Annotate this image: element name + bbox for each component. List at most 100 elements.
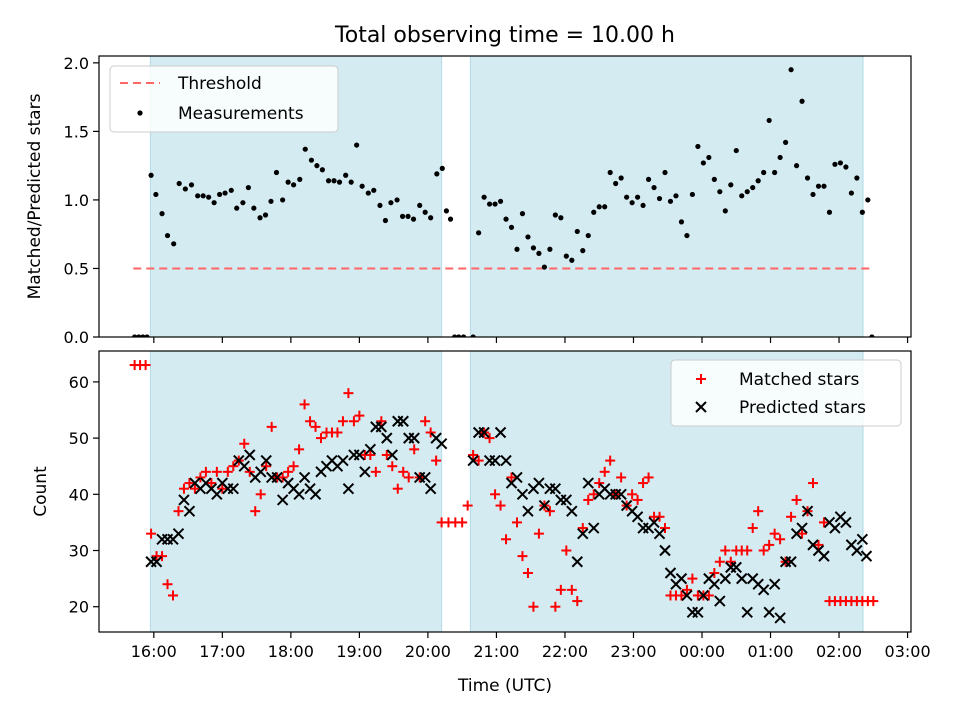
predicted-star-point — [375, 421, 388, 433]
measurement-point — [336, 179, 343, 185]
measurement-point — [382, 217, 389, 224]
predicted-star-point — [741, 606, 753, 619]
matched-star-point — [343, 388, 354, 399]
measurement-point — [804, 175, 811, 181]
predicted-star-point — [522, 505, 534, 517]
matched-star-point — [654, 511, 665, 522]
measurement-point — [596, 204, 602, 210]
measurement-point — [148, 172, 154, 178]
matched-star-point — [594, 478, 605, 489]
y-tick-label: 2.0 — [64, 54, 89, 73]
x-tick-label: 21:00 — [473, 642, 519, 661]
predicted-star-point — [648, 516, 660, 529]
predicted-star-point — [353, 449, 366, 461]
matched-star-point — [468, 449, 479, 460]
measurement-point — [728, 182, 734, 188]
measurement-point — [492, 201, 498, 207]
measurement-point — [405, 213, 411, 219]
matched-star-point — [200, 466, 211, 477]
measurement-point — [273, 169, 280, 176]
matched-star-point — [398, 466, 409, 477]
measurement-point — [711, 176, 717, 182]
matched-star-point — [577, 523, 588, 534]
measurement-point — [410, 216, 417, 222]
y-axis-label: Matched/Predicted stars — [25, 93, 45, 299]
matched-star-point — [561, 545, 572, 556]
measurement-point — [164, 232, 171, 239]
measurement-point — [348, 179, 354, 185]
measurement-point — [422, 209, 428, 215]
predicted-star-point — [577, 527, 589, 540]
measurement-point — [428, 215, 434, 221]
measurement-point — [285, 179, 291, 185]
predicted-star-point — [757, 584, 770, 596]
measurement-point — [569, 257, 575, 263]
matched-star-point — [250, 506, 261, 517]
predicted-star-point — [588, 522, 600, 534]
matched-star-point — [490, 489, 501, 500]
matched-star-point — [501, 534, 512, 545]
measurement-point — [859, 209, 865, 215]
measurement-point — [558, 215, 564, 221]
matched-star-point — [173, 506, 184, 517]
matched-star-point — [522, 567, 533, 578]
predicted-star-point — [538, 499, 551, 512]
measurement-point — [377, 202, 383, 209]
matched-star-point — [239, 438, 250, 449]
measurement-point — [777, 154, 783, 161]
measurement-point — [772, 169, 778, 176]
predicted-star-point — [408, 432, 420, 444]
matched-star-point — [714, 556, 725, 567]
matched-star-point — [632, 494, 643, 505]
measurement-point — [552, 212, 558, 218]
predicted-star-point — [664, 567, 677, 579]
predicted-star-point — [730, 561, 742, 574]
measurement-point — [530, 245, 537, 251]
predicted-star-point — [714, 595, 726, 607]
measurement-point — [297, 176, 303, 182]
measurement-point — [837, 160, 844, 166]
matched-star-point — [140, 360, 151, 371]
measurement-point — [132, 334, 138, 337]
x-tick-label: 23:00 — [610, 642, 656, 661]
legend-box — [670, 359, 902, 427]
matched-star-point — [403, 472, 414, 483]
measurement-point — [217, 191, 223, 198]
measurement-point — [140, 334, 146, 337]
measurement-point — [171, 241, 177, 247]
measurement-point — [514, 246, 520, 252]
matched-star-point — [310, 421, 321, 432]
measurement-point — [843, 164, 849, 170]
measurement-point — [525, 234, 531, 240]
predicted-star-point — [692, 606, 704, 619]
measurement-point — [268, 198, 274, 204]
predicted-star-point — [381, 432, 393, 444]
matched-star-point — [533, 528, 544, 539]
measurement-point — [308, 157, 315, 163]
matched-star-point — [627, 489, 638, 500]
measurement-point — [211, 200, 217, 206]
matched-star-point — [462, 500, 473, 511]
measurement-point — [325, 178, 332, 184]
y-axis-label: Count — [31, 466, 51, 517]
y-tick-label: 0.0 — [64, 328, 89, 347]
matched-star-point — [544, 506, 555, 517]
matched-star-point — [775, 534, 786, 545]
shaded-window-2 — [469, 55, 864, 338]
matched-star-point — [370, 466, 381, 477]
measurement-point — [848, 190, 854, 196]
measurement-point — [602, 204, 608, 210]
measurement-point — [153, 191, 159, 198]
matched-star-point — [431, 455, 442, 466]
measurement-point — [508, 224, 515, 230]
measurement-point — [810, 191, 816, 198]
matched-star-point — [261, 461, 272, 472]
measurement-point — [673, 193, 679, 199]
predicted-star-point — [276, 494, 289, 506]
matched-star-point — [244, 466, 255, 477]
measurement-point — [280, 197, 286, 203]
predicted-star-point — [478, 426, 490, 439]
predicted-star-point — [860, 550, 873, 562]
legend-predicted-label: Predicted stars — [739, 398, 866, 418]
predicted-star-point — [178, 494, 190, 506]
